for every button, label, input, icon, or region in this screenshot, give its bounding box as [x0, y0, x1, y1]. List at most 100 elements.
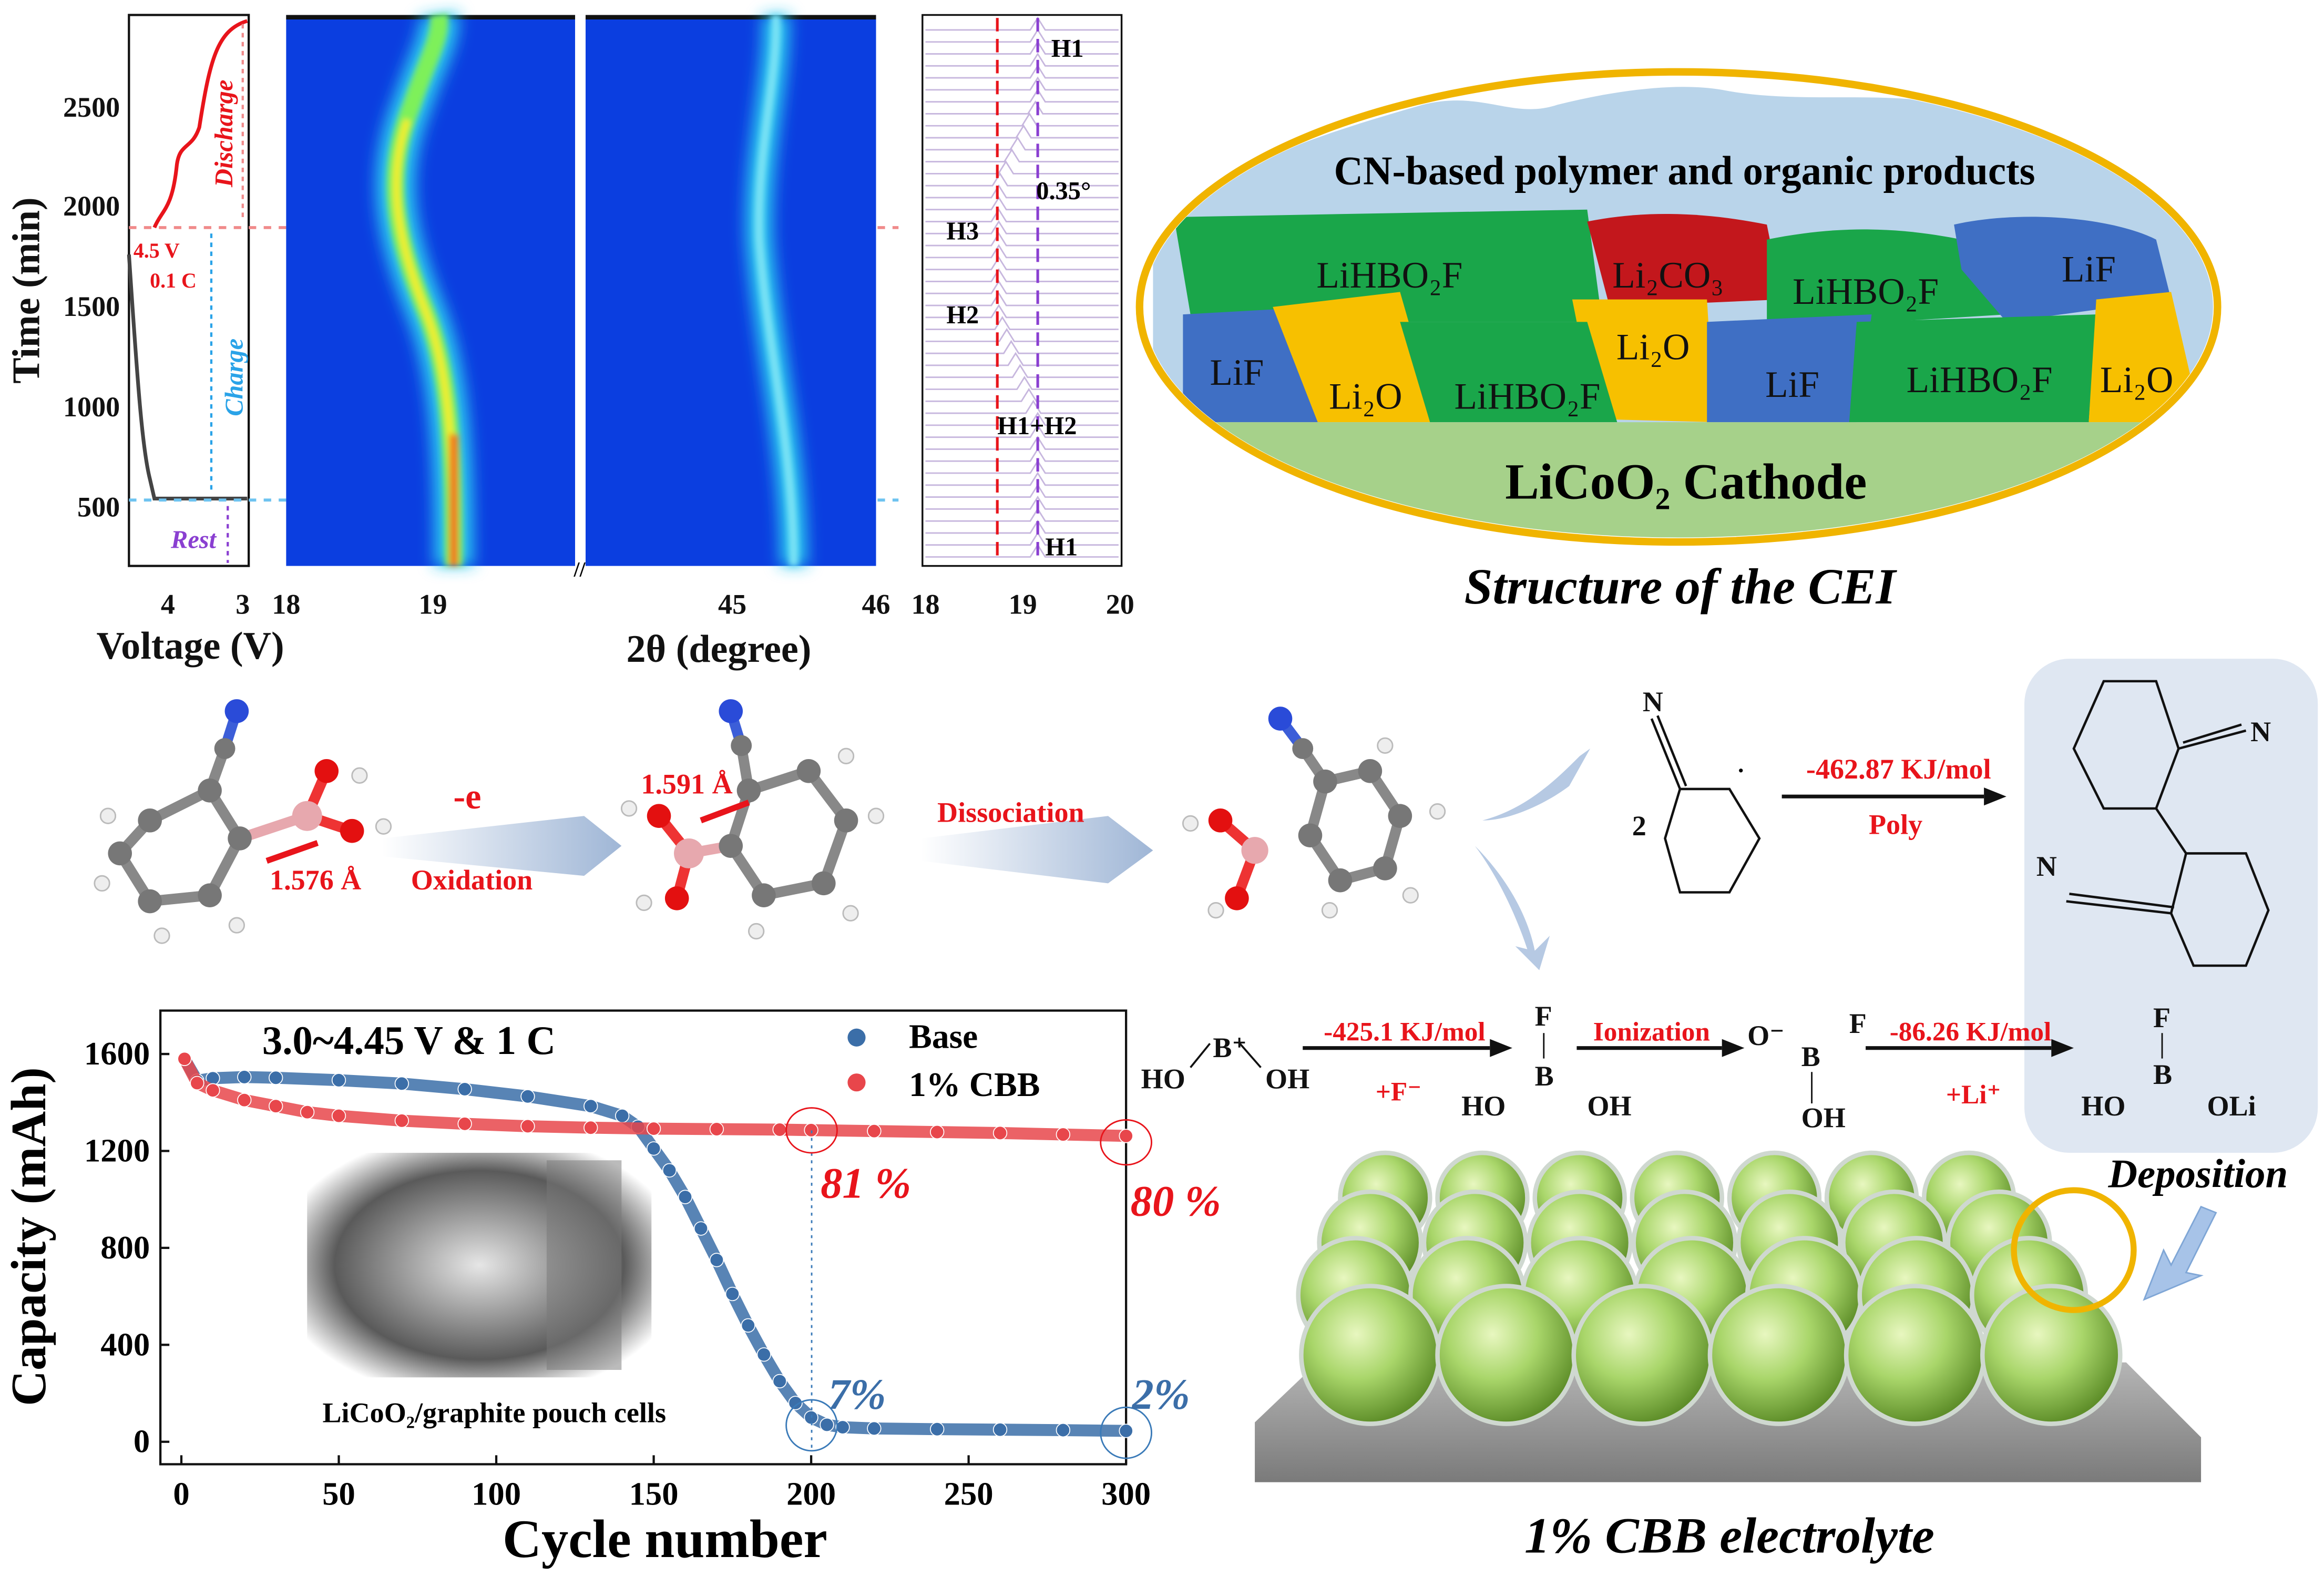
electrolyte-sphere	[1571, 1284, 1714, 1426]
deposition-highlight-circle	[2011, 1187, 2137, 1313]
voltage-cutoff-label: 4.5 V	[134, 239, 180, 262]
voltage-axis-label: Voltage (V)	[96, 624, 284, 668]
polymerization-reaction: N · 2 -462.87 KJ/mol Poly N N	[1632, 659, 2318, 1153]
atom-n: N	[2250, 716, 2271, 748]
x-tick-label: 150	[629, 1475, 679, 1512]
data-point-base	[709, 1253, 724, 1267]
x-tick: 46	[862, 589, 890, 620]
region-label: LiHBO₂F	[1907, 360, 2053, 401]
data-point-cbb	[457, 1117, 472, 1131]
phase-label: H1	[1051, 35, 1084, 63]
species-oh: OH	[1587, 1090, 1631, 1122]
region-lihbo2f	[1174, 209, 1602, 322]
y-tick: 500	[77, 492, 120, 523]
electrolyte-caption: 1% CBB electrolyte	[1524, 1507, 1934, 1563]
legend-marker-cbb	[847, 1073, 866, 1092]
species-oli: OLi	[2207, 1090, 2256, 1122]
region-lihbo2f	[1767, 229, 2006, 330]
data-point-cbb	[583, 1120, 598, 1135]
data-point-base	[520, 1089, 535, 1104]
region-label: Li₂O	[2100, 360, 2173, 401]
hydrogen-atom	[867, 807, 885, 824]
carbon-atom	[138, 808, 162, 833]
species-oh: OH	[1265, 1063, 1309, 1095]
bond-length-label: 1.576 Å	[270, 864, 361, 896]
carbon-atom	[198, 779, 222, 803]
axis-break-mark: //	[574, 558, 586, 581]
hydrogen-atom	[748, 923, 765, 940]
carbon-atom	[108, 841, 132, 866]
hydrogen-atom	[1402, 887, 1419, 904]
x-tick: 19	[418, 589, 447, 620]
data-point-cbb	[1119, 1129, 1133, 1143]
species-b-plus: B⁺	[1213, 1032, 1247, 1063]
region-label: Li₂O	[1616, 327, 1690, 368]
hydrogen-atom	[837, 748, 855, 764]
region-label: LiF	[1765, 364, 1819, 405]
region-li2o	[1273, 292, 1438, 423]
carbon-atom	[719, 834, 743, 858]
x-tick-label: 100	[472, 1475, 521, 1512]
carbon-atom	[752, 883, 776, 907]
hydrogen-atom	[99, 807, 117, 824]
highlight-circle	[785, 1399, 838, 1452]
y-tick: 1000	[63, 391, 120, 423]
region-lif	[1707, 314, 1872, 423]
time-axis-label: Time (min)	[5, 197, 48, 383]
electrolyte-sphere	[1844, 1284, 1987, 1426]
xrd-axes-frame	[922, 14, 1123, 567]
species-f: F	[2153, 1002, 2171, 1033]
data-point-base	[930, 1422, 945, 1437]
region-label: LiHBO₂F	[1316, 255, 1462, 296]
y-tick: 1500	[63, 291, 120, 322]
hydrogen-atom	[153, 927, 170, 944]
data-point-base	[1056, 1422, 1071, 1438]
hydrogen-atom	[1321, 902, 1338, 919]
data-point-cbb	[992, 1125, 1008, 1141]
carbon-atom	[1373, 856, 1397, 880]
data-point-base	[820, 1417, 834, 1432]
hydrogen-atom	[636, 894, 652, 912]
data-point-base	[662, 1163, 677, 1178]
data-point-cbb	[804, 1123, 818, 1138]
deposition-arrow	[2143, 1205, 2217, 1301]
data-point-base	[269, 1070, 283, 1085]
bond-length-label: 1.591 Å	[641, 769, 732, 800]
discharge-label: Discharge	[210, 80, 238, 188]
species-ho: HO	[1461, 1090, 1506, 1122]
x-tick: 20	[1106, 589, 1134, 620]
voltage-axes-frame	[128, 14, 250, 567]
data-point-base	[394, 1076, 409, 1091]
species-b: B	[2153, 1059, 2172, 1090]
data-point-base	[835, 1420, 850, 1435]
data-point-cbb	[772, 1122, 787, 1137]
y-tick-label: 1600	[84, 1035, 150, 1072]
carbon-atom	[1358, 759, 1383, 783]
carbon-atom	[796, 759, 821, 783]
highlight-circle	[785, 1107, 838, 1154]
hydrogen-atom	[1207, 902, 1224, 919]
charge-curve	[127, 254, 248, 500]
cathode-label: LiCoO₂ Cathode	[1505, 453, 1867, 509]
data-point-base	[992, 1422, 1008, 1437]
hydrogen-atom	[1429, 803, 1446, 820]
chart-ticks: 0 50 100 150 200 250 300 0 400 800 1200 1600	[84, 1035, 1151, 1512]
data-point-cbb	[709, 1122, 724, 1137]
carbon-atom	[1292, 738, 1314, 759]
x-tick: 19	[1009, 589, 1037, 620]
carbon-atom	[834, 808, 858, 833]
legend-marker-base	[847, 1028, 866, 1047]
boron-atom	[292, 801, 322, 831]
y-tick-label: 400	[100, 1326, 150, 1363]
species-b: B	[1801, 1041, 1820, 1072]
data-point-cbb	[331, 1108, 346, 1123]
two-theta-axis-label: 2θ (degree)	[627, 628, 812, 671]
xrd-pattern-panel: H1 0.35° H3 H2 H1+H2 H1 18 19 20	[911, 14, 1134, 620]
hydrogen-atom	[228, 917, 245, 934]
electrolyte-sphere	[1299, 1284, 1441, 1426]
data-point-cbb	[867, 1124, 882, 1139]
branch-arrow-up	[1482, 749, 1591, 821]
dissociation-arrow	[920, 816, 1153, 884]
highlight-circle	[1100, 1119, 1152, 1166]
